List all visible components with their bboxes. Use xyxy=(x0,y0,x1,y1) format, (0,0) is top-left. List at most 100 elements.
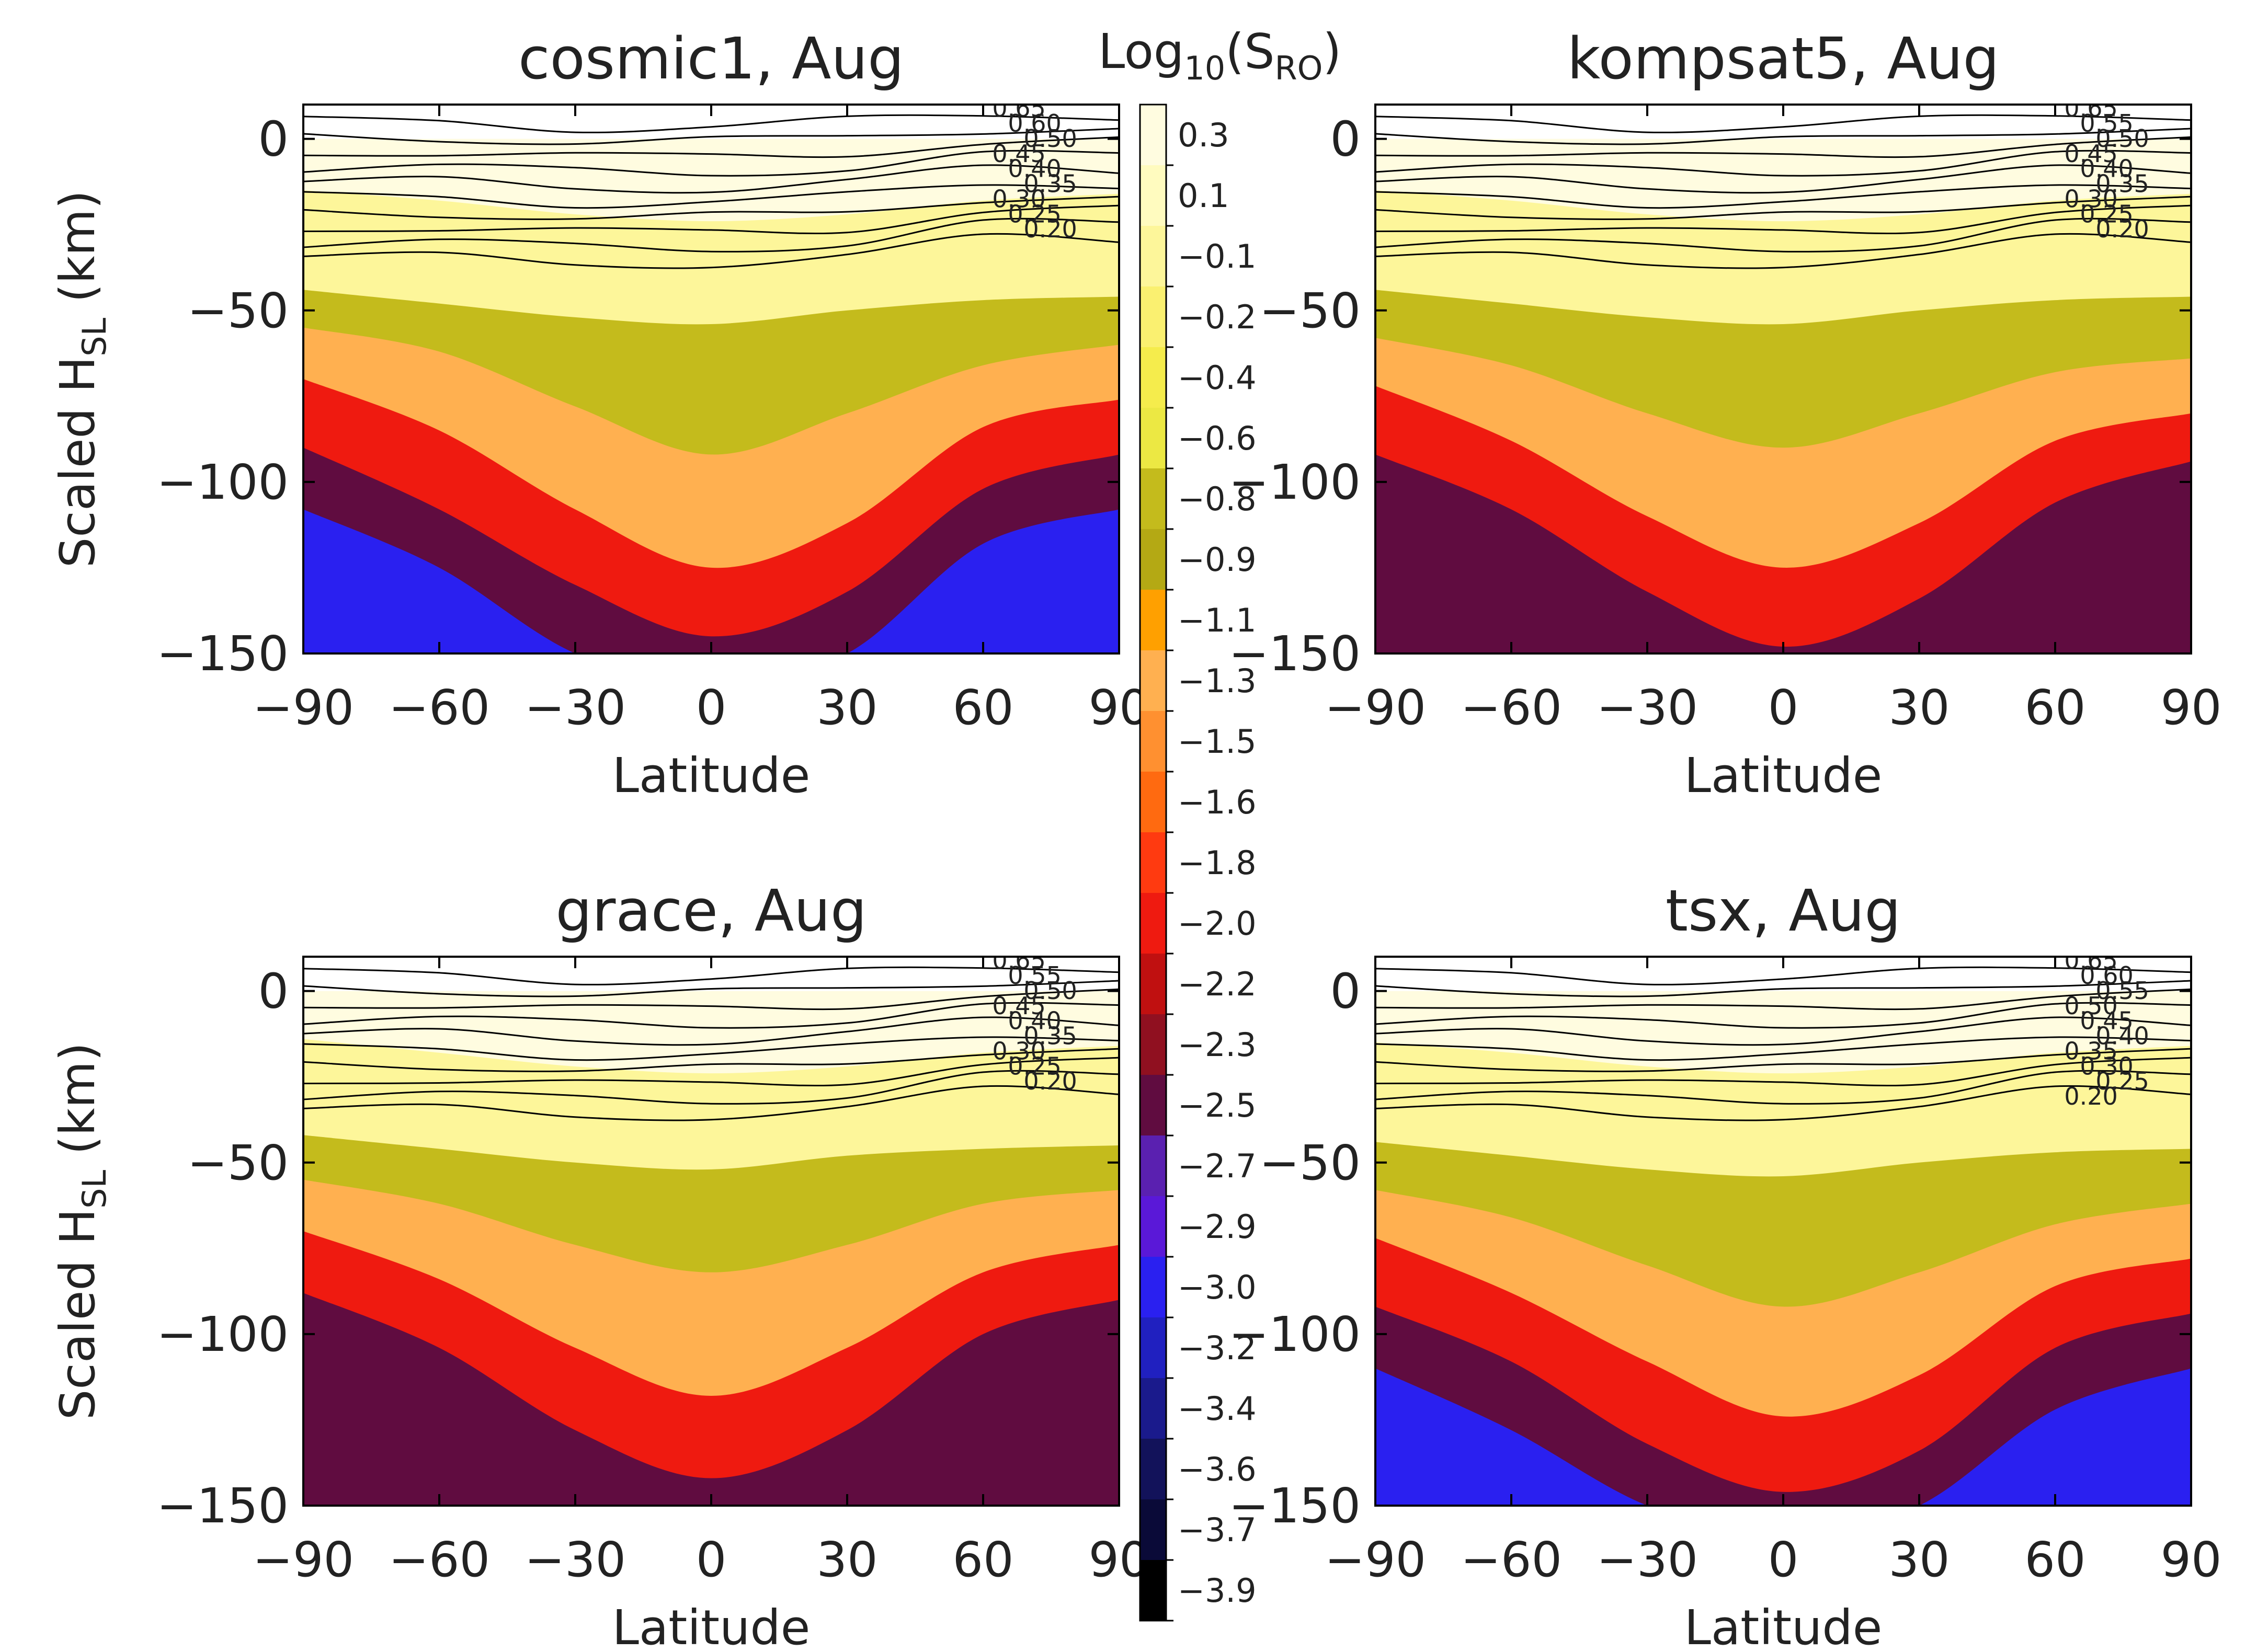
contour-label: 0.50 xyxy=(1023,124,1077,153)
panel-title: tsx, Aug xyxy=(1666,877,1901,944)
colorbar-title-main: Log xyxy=(1098,24,1184,79)
y-tick-label: −150 xyxy=(1228,1478,1361,1534)
contour-line xyxy=(1375,1036,2191,1061)
contour-line xyxy=(1375,196,2191,220)
contour-label: 0.65 xyxy=(992,94,1045,122)
colorbar-segment xyxy=(1140,1317,1166,1379)
x-tick-label: 60 xyxy=(952,680,1013,736)
y-tick-label: 0 xyxy=(258,963,289,1019)
colorbar-segment xyxy=(1140,711,1166,772)
colorbar-segment xyxy=(1140,105,1166,166)
contour-label: 0.20 xyxy=(1023,215,1077,243)
panels: 0.650.600.500.450.400.350.300.250.20−90−… xyxy=(50,25,2222,1652)
y-tick-label: −150 xyxy=(156,626,289,682)
contour-band xyxy=(303,509,1119,653)
colorbar-title-paren-open: (S xyxy=(1225,24,1274,79)
colorbar-segment xyxy=(1140,347,1166,408)
contour-line xyxy=(303,136,1119,158)
contour-line xyxy=(303,128,1119,145)
colorbar-label: −2.9 xyxy=(1178,1208,1257,1246)
colorbar-label: −1.6 xyxy=(1178,783,1257,821)
y-axis-label-unit: (km) xyxy=(50,190,106,318)
contour-label: 0.45 xyxy=(992,992,1045,1020)
contour-line xyxy=(303,150,1119,177)
contour-line xyxy=(1375,1057,2191,1087)
contour-line xyxy=(1375,1048,2191,1072)
contour-label: 0.40 xyxy=(1008,155,1061,183)
x-tick-label: 90 xyxy=(2160,680,2221,736)
y-tick-label: −50 xyxy=(1259,283,1361,339)
contour-line xyxy=(1375,1016,2191,1046)
contour-label: 0.30 xyxy=(2080,1052,2133,1080)
plot-area: 0.650.550.500.450.400.350.300.250.20 xyxy=(303,946,1119,1506)
x-tick-label: 30 xyxy=(816,1532,877,1588)
colorbar-label: 0.3 xyxy=(1178,116,1229,154)
colorbar-label: −1.1 xyxy=(1178,601,1257,639)
contour-label: 0.65 xyxy=(2064,94,2117,122)
contour-band xyxy=(1375,454,2191,653)
colorbar-label: −0.6 xyxy=(1178,419,1257,457)
y-tick-label: −50 xyxy=(187,283,289,339)
contour-label: 0.60 xyxy=(1008,109,1061,137)
panel-4: 0.650.600.550.500.450.400.350.300.250.20… xyxy=(1228,877,2221,1652)
x-tick-label: −30 xyxy=(1597,680,1698,736)
contour-label: 0.40 xyxy=(2080,155,2133,183)
colorbar-label: −3.6 xyxy=(1178,1450,1257,1488)
y-axis-label-main: Scaled H xyxy=(50,357,106,568)
colorbar-segment xyxy=(1140,590,1166,651)
colorbar-segment xyxy=(1140,1196,1166,1257)
x-tick-label: 0 xyxy=(696,680,727,736)
x-tick-label: 0 xyxy=(1768,680,1799,736)
contour-line xyxy=(1375,1002,2191,1029)
x-tick-label: −90 xyxy=(1325,1532,1426,1588)
colorbar-label: −1.8 xyxy=(1178,844,1257,882)
x-tick-label: 60 xyxy=(952,1532,1013,1588)
colorbar-segment xyxy=(1140,1499,1166,1561)
x-tick-label: 0 xyxy=(1768,1532,1799,1588)
colorbar-title-paren-sub: RO xyxy=(1275,49,1323,87)
contour-line xyxy=(1375,204,2191,235)
colorbar-segment xyxy=(1140,1560,1166,1621)
colorbar-label: −3.4 xyxy=(1178,1390,1257,1428)
contour-line xyxy=(303,164,1119,194)
contour-label: 0.40 xyxy=(2095,1022,2149,1050)
contour-line xyxy=(303,1036,1119,1061)
colorbar-segment xyxy=(1140,650,1166,712)
contour-line xyxy=(303,980,1119,997)
contour-band xyxy=(303,1293,1119,1506)
y-axis-label-main: Scaled H xyxy=(50,1209,106,1420)
contour-label: 0.65 xyxy=(992,946,1045,974)
contour-label: 0.45 xyxy=(2064,140,2117,168)
panel-title: kompsat5, Aug xyxy=(1567,25,2000,92)
colorbar-segment xyxy=(1140,1075,1166,1136)
contour-line xyxy=(303,1016,1119,1046)
contour-label: 0.25 xyxy=(2095,1067,2149,1095)
x-tick-label: −30 xyxy=(525,680,626,736)
colorbar-segment xyxy=(1140,954,1166,1015)
contour-line xyxy=(1375,128,2191,145)
contour-line xyxy=(303,1057,1119,1087)
x-axis-label: Latitude xyxy=(1684,1600,1883,1652)
colorbar-label: −0.1 xyxy=(1178,237,1257,276)
x-tick-label: −60 xyxy=(1461,1532,1562,1588)
colorbar-segment xyxy=(1140,165,1166,226)
x-tick-label: 90 xyxy=(2160,1532,2221,1588)
contour-label: 0.60 xyxy=(2080,961,2133,990)
contour-label: 0.25 xyxy=(2080,200,2133,228)
colorbar-segment xyxy=(1140,468,1166,530)
contour-line xyxy=(1375,136,2191,158)
contour-band xyxy=(1375,1368,2191,1506)
y-tick-label: 0 xyxy=(1330,111,1361,167)
contour-label: 0.20 xyxy=(2064,1082,2117,1110)
contour-line xyxy=(303,988,1119,1011)
colorbar-segment xyxy=(1140,1135,1166,1197)
x-tick-label: −30 xyxy=(525,1532,626,1588)
x-tick-label: −60 xyxy=(389,1532,490,1588)
x-tick-label: 30 xyxy=(816,680,877,736)
colorbar-segment xyxy=(1140,1378,1166,1439)
colorbar-label: 0.1 xyxy=(1178,177,1229,215)
colorbar-label: −2.2 xyxy=(1178,965,1257,1003)
colorbar-label: −3.2 xyxy=(1178,1329,1257,1367)
y-axis-label-unit: (km) xyxy=(50,1042,106,1170)
colorbar-label: −2.5 xyxy=(1178,1086,1257,1125)
